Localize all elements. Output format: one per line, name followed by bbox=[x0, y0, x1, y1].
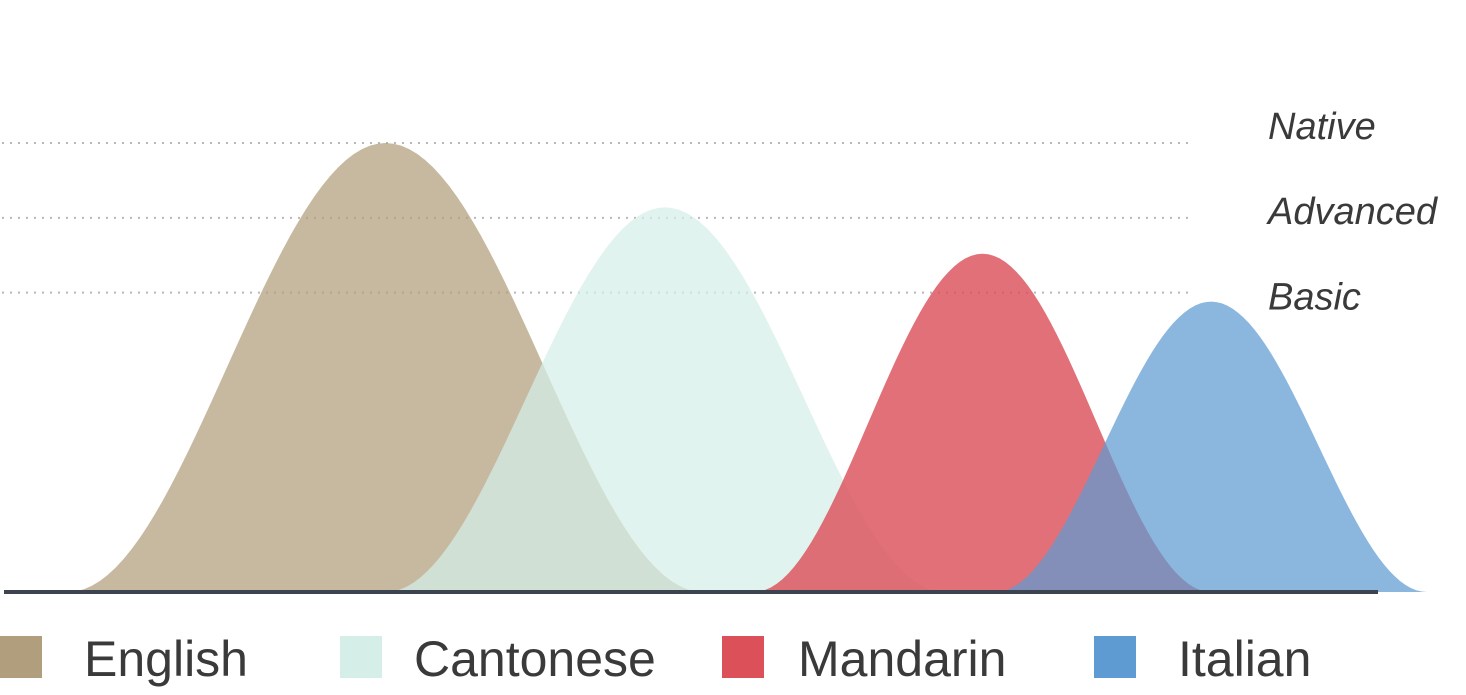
legend-label-cantonese: Cantonese bbox=[414, 631, 656, 687]
legend-label-mandarin: Mandarin bbox=[798, 631, 1006, 687]
level-label-basic: Basic bbox=[1268, 277, 1361, 319]
legend-swatch-mandarin bbox=[722, 636, 764, 678]
level-label-advanced: Advanced bbox=[1266, 191, 1439, 233]
proficiency-areas bbox=[68, 143, 1427, 593]
area-cantonese bbox=[385, 207, 945, 593]
level-labels: Native Advanced Basic bbox=[1266, 106, 1439, 319]
legend-swatch-english bbox=[0, 636, 42, 678]
level-label-native: Native bbox=[1268, 106, 1376, 148]
legend-label-english: English bbox=[84, 631, 248, 687]
legend-swatch-cantonese bbox=[340, 636, 382, 678]
area-italian bbox=[995, 301, 1427, 592]
legend-label-italian: Italian bbox=[1178, 631, 1311, 687]
legend: English Cantonese Mandarin Italian bbox=[0, 631, 1311, 687]
legend-swatch-italian bbox=[1094, 636, 1136, 678]
